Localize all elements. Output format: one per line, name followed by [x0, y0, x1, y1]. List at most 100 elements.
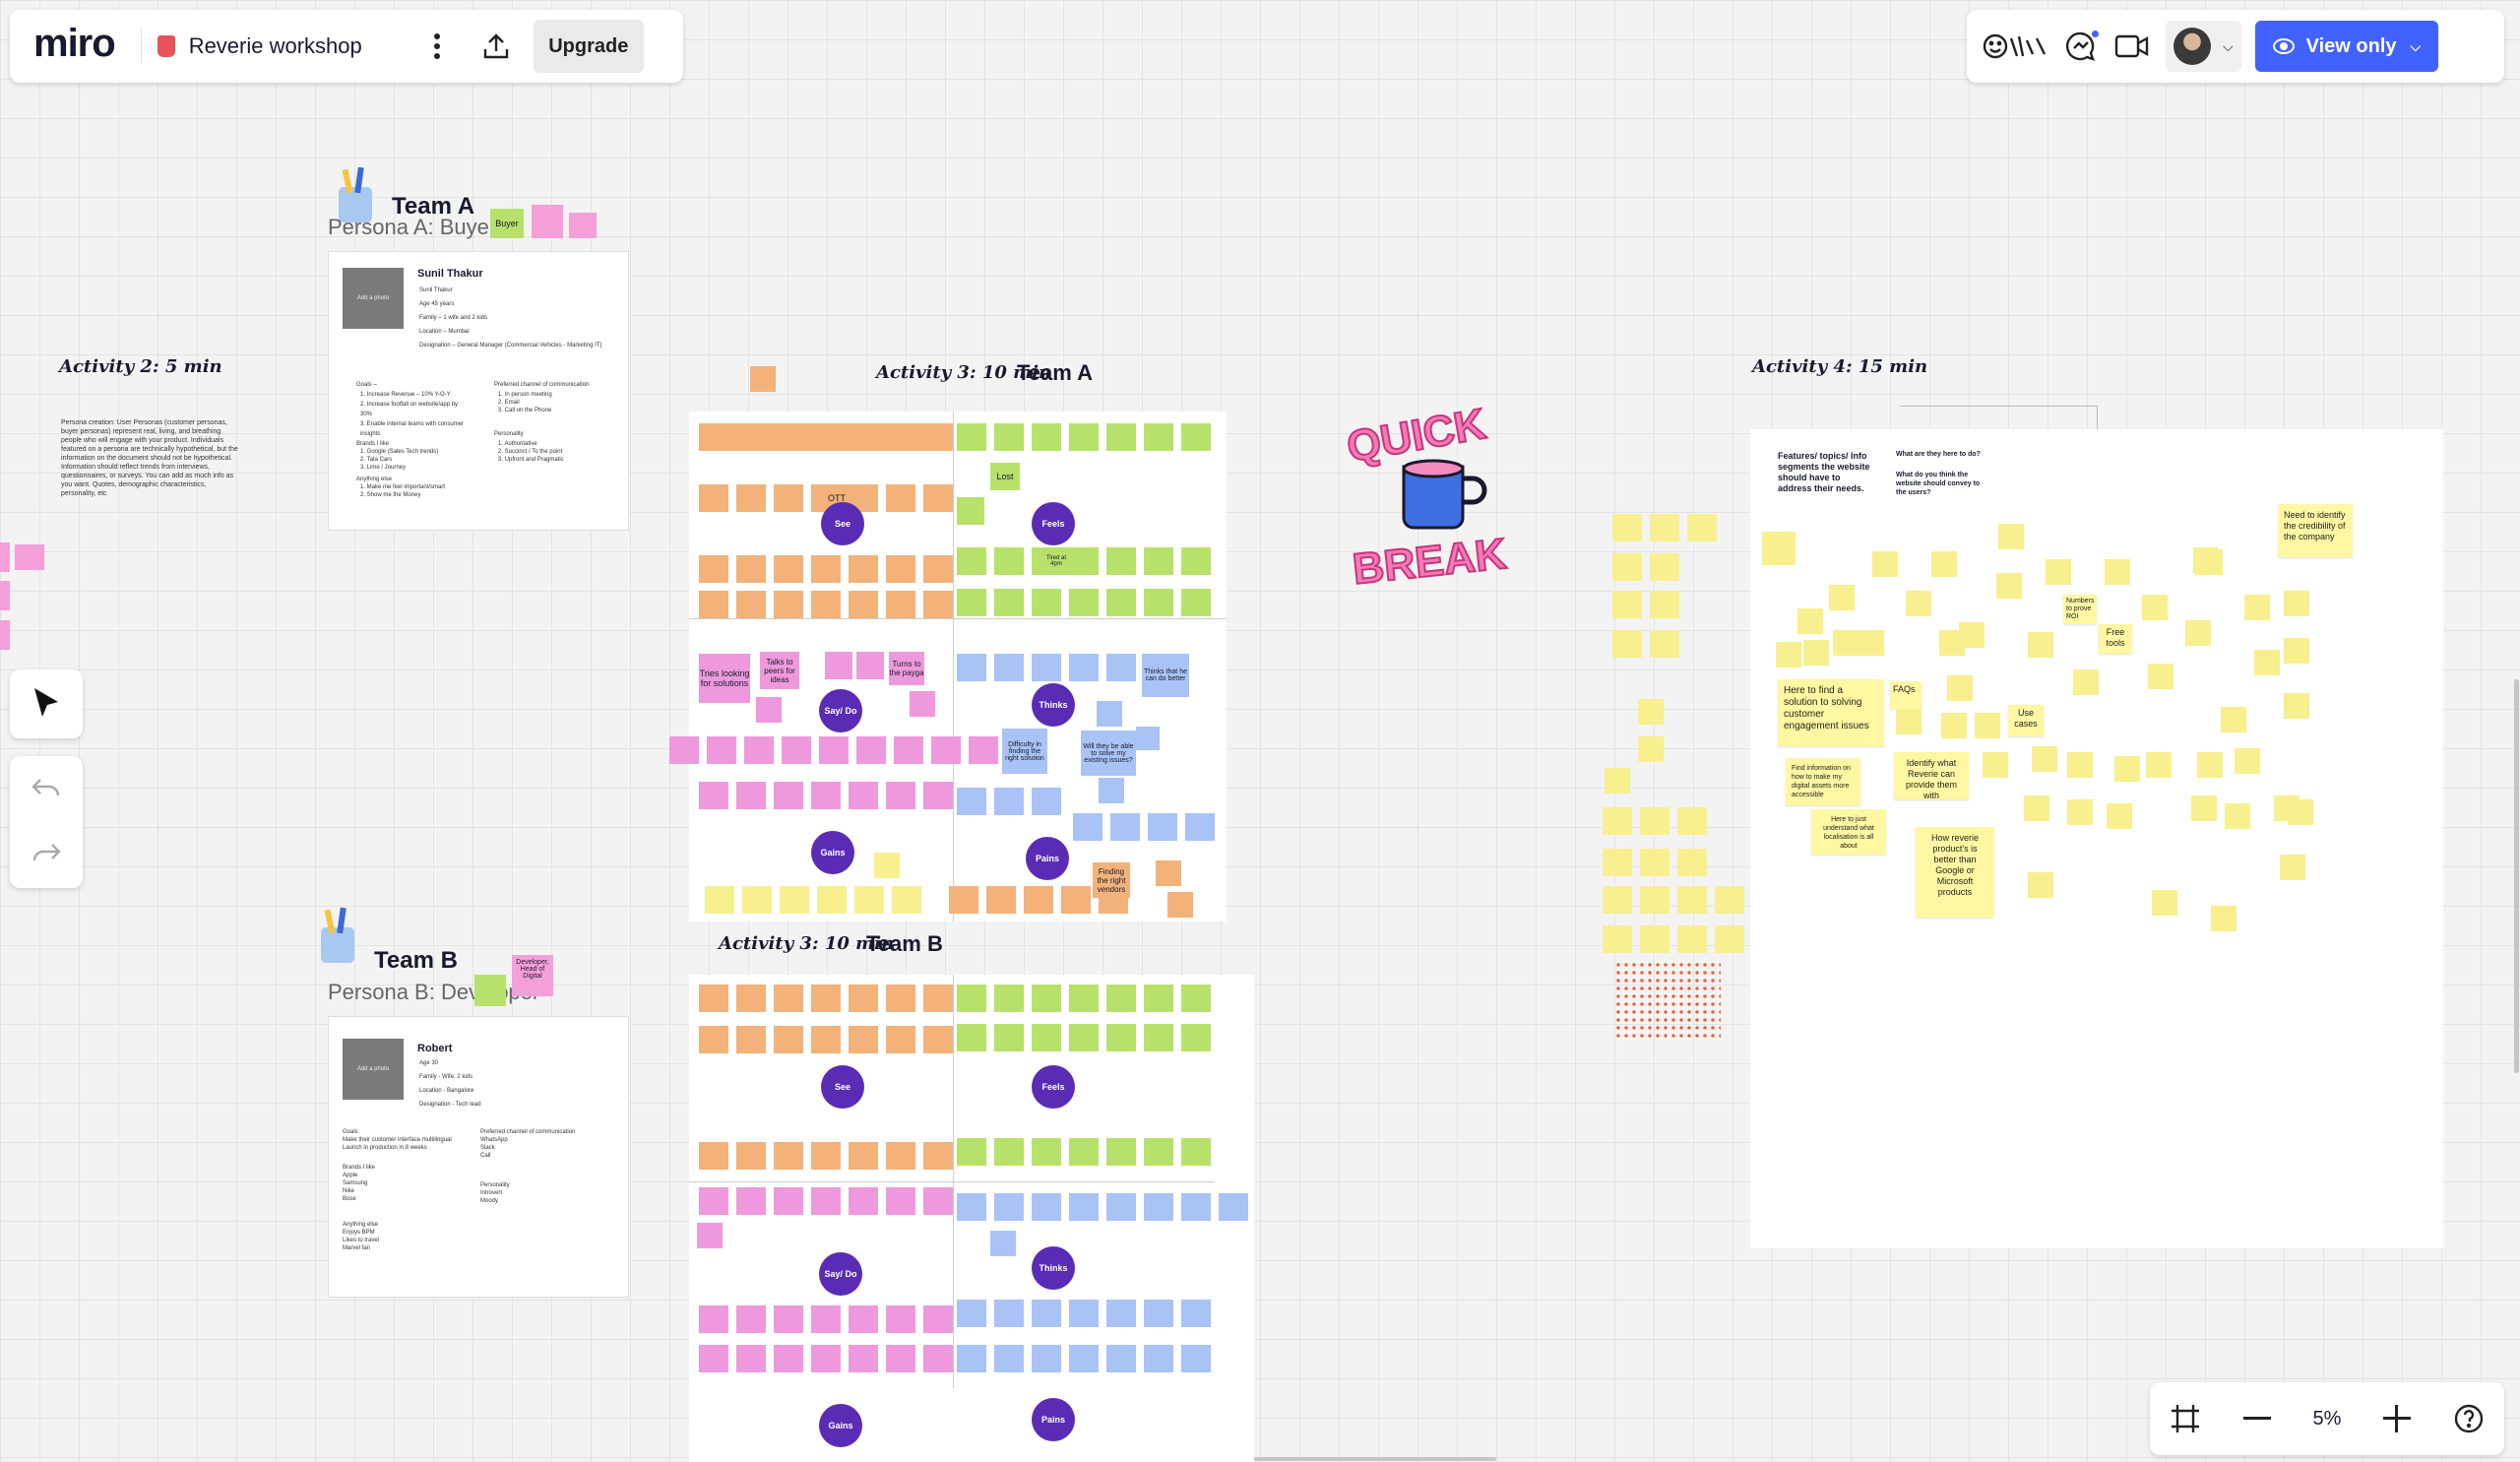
sticky-note[interactable]	[2152, 890, 2177, 916]
sticky-note[interactable]	[2197, 752, 2223, 778]
undo-icon[interactable]	[21, 762, 72, 813]
cursor-icon[interactable]	[31, 686, 62, 722]
sticky-note[interactable]	[2114, 756, 2140, 782]
developer-tag-note[interactable]: Developer, Head of Digital	[512, 955, 553, 996]
sticky-note[interactable]	[2146, 752, 2172, 778]
sticky-note[interactable]	[2028, 632, 2053, 658]
sticky-text[interactable]: Finding the right vendors	[1093, 862, 1130, 898]
sticky-note[interactable]	[2280, 855, 2305, 880]
upgrade-button[interactable]: Upgrade	[533, 20, 644, 73]
sticky-note[interactable]	[957, 497, 984, 525]
sticky-note[interactable]	[15, 544, 44, 570]
sticky-note[interactable]	[2032, 746, 2057, 772]
sticky-note[interactable]	[1858, 630, 1884, 656]
sticky-note[interactable]	[2028, 872, 2053, 898]
buyer-tag-note[interactable]: Buyer	[490, 209, 524, 238]
activity4-note[interactable]: Here to just understand what localisatio…	[1811, 809, 1886, 855]
sticky-note[interactable]	[2067, 752, 2093, 778]
sticky-note[interactable]	[2221, 707, 2246, 732]
sticky-note[interactable]	[2046, 559, 2071, 585]
sticky-note[interactable]	[2142, 595, 2168, 620]
export-upload-icon[interactable]	[471, 21, 522, 72]
chat-icon[interactable]	[2055, 21, 2107, 72]
sticky-text[interactable]: Lost	[990, 463, 1020, 490]
sticky-note[interactable]	[2185, 620, 2211, 646]
sticky-note[interactable]	[1931, 551, 1957, 577]
sticky-note[interactable]	[2235, 748, 2260, 774]
redo-icon[interactable]	[21, 827, 72, 878]
sticky-note[interactable]	[990, 1231, 1016, 1256]
reactions-icon[interactable]	[1977, 21, 2055, 72]
sticky-note[interactable]	[2073, 669, 2099, 695]
sticky-note[interactable]	[1136, 727, 1160, 750]
activity4-note[interactable]: Here to find a solution to solving custo…	[1778, 679, 1884, 746]
sticky-note[interactable]	[874, 853, 900, 878]
sticky-note[interactable]	[1156, 860, 1181, 886]
sticky-text[interactable]: Tries looking for solutions	[699, 654, 750, 703]
sticky-note[interactable]	[2284, 693, 2309, 719]
sticky-note[interactable]	[1605, 768, 1630, 794]
activity4-note[interactable]: Need to identify the credibility of the …	[2278, 504, 2353, 557]
activity4-note[interactable]: Numbers to prove ROI	[2063, 595, 2097, 624]
sticky-note[interactable]	[2211, 906, 2236, 931]
sticky-note[interactable]	[1097, 701, 1122, 727]
sticky-note[interactable]	[910, 691, 935, 717]
zoom-out-icon[interactable]	[2232, 1393, 2283, 1444]
activity4-note[interactable]: Use cases	[2008, 705, 2044, 736]
sticky-text[interactable]: Turns to the payga	[889, 652, 924, 685]
sticky-text[interactable]: Will they be able to solve my existing i…	[1081, 731, 1136, 776]
sticky-note[interactable]	[1167, 892, 1193, 918]
vertical-scrollbar[interactable]	[2514, 679, 2519, 1073]
quick-break-sticker[interactable]: QUICK BREAK	[1339, 399, 1526, 599]
sticky-note[interactable]	[2284, 638, 2309, 664]
sticky-note[interactable]	[0, 581, 10, 610]
sticky-note[interactable]	[1906, 591, 1931, 616]
sticky-text[interactable]: Tired at 4pm	[1041, 547, 1071, 575]
sticky-note[interactable]	[2105, 559, 2130, 585]
activity4-note[interactable]: Free tools	[2099, 624, 2132, 654]
sticky-note[interactable]	[532, 205, 563, 238]
sticky-note[interactable]	[1998, 524, 2024, 549]
sticky-note[interactable]	[1872, 551, 1898, 577]
zoom-level[interactable]: 5%	[2312, 1407, 2342, 1430]
sticky-note[interactable]	[1762, 532, 1796, 565]
help-icon[interactable]	[2443, 1393, 2494, 1444]
activity4-note[interactable]: Identify what Reverie can provide them w…	[1894, 752, 1969, 800]
more-options-icon[interactable]	[411, 21, 463, 72]
sticky-note[interactable]	[1803, 640, 1829, 666]
sticky-note[interactable]	[756, 697, 782, 723]
persona-a-card[interactable]: Add a photo Sunil Thakur Sunil Thakur Ag…	[328, 251, 629, 531]
sticky-note[interactable]	[474, 975, 506, 1006]
sticky-text[interactable]: Difficulty in finding the right solution	[1002, 729, 1047, 774]
sticky-note[interactable]	[1099, 778, 1124, 803]
sticky-text[interactable]: Thinks that he can do better	[1142, 654, 1189, 697]
miro-logo[interactable]: miro	[33, 21, 116, 65]
sticky-note[interactable]	[1776, 642, 1801, 667]
sticky-note[interactable]	[2067, 799, 2093, 825]
board-name[interactable]: Reverie workshop	[188, 33, 362, 58]
sticky-note[interactable]	[1975, 713, 2000, 738]
sticky-note[interactable]	[825, 652, 852, 679]
sticky-note[interactable]	[569, 213, 597, 238]
sticky-note[interactable]	[1638, 736, 1664, 762]
sticky-note[interactable]	[2024, 795, 2049, 821]
sticky-text[interactable]: Talks to peers for ideas	[760, 652, 799, 689]
sticky-note[interactable]	[2244, 595, 2270, 620]
video-call-icon[interactable]	[2107, 21, 2158, 72]
sticky-note[interactable]	[1638, 699, 1664, 725]
view-only-button[interactable]: View only ⌵	[2254, 21, 2439, 72]
sticky-note[interactable]	[2254, 650, 2280, 675]
fit-frame-icon[interactable]	[2160, 1393, 2211, 1444]
persona-b-card[interactable]: Add a photo Robert Age 30 Family - Wife,…	[328, 1016, 629, 1298]
sticky-note[interactable]	[1996, 573, 2022, 599]
sticky-note[interactable]	[2284, 591, 2309, 616]
activity4-note[interactable]: FAQs	[1890, 681, 1922, 709]
sticky-note[interactable]	[2288, 799, 2313, 825]
sticky-note[interactable]	[1983, 752, 2008, 778]
sticky-note[interactable]	[2195, 549, 2221, 575]
sticky-note[interactable]	[750, 366, 776, 392]
sticky-note[interactable]	[2148, 664, 2174, 689]
sticky-note[interactable]	[2191, 795, 2217, 821]
sticky-note[interactable]	[1947, 675, 1973, 701]
sticky-note[interactable]	[0, 620, 10, 650]
